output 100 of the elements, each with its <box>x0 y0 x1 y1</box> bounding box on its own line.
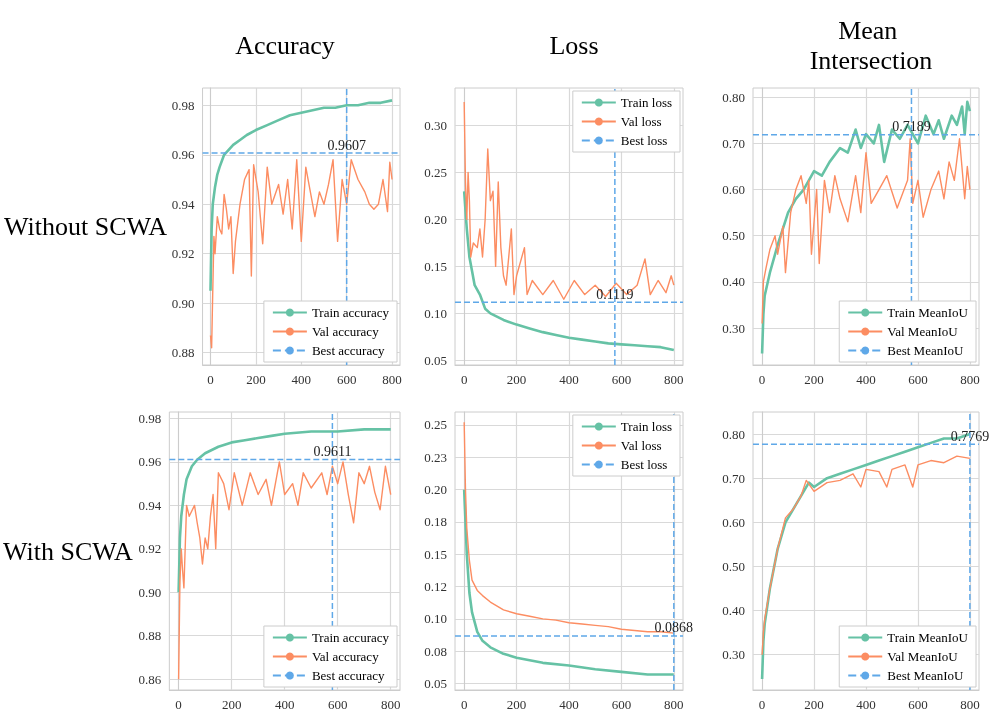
x-tick-label: 800 <box>380 697 401 712</box>
annotation: 0.7769 <box>950 428 990 444</box>
chart-title: Loss <box>549 30 599 60</box>
legend-label: Val loss <box>620 114 662 129</box>
chart-title: Accuracy <box>235 30 335 60</box>
legend-label: Best MeanIoU <box>887 343 965 358</box>
y-tick-label: 0.80 <box>722 426 745 442</box>
x-tick-label: 400 <box>856 697 876 712</box>
y-tick-label: 0.70 <box>722 470 745 486</box>
legend-label: Train MeanIoU <box>887 305 969 320</box>
line-series <box>462 189 676 352</box>
y-tick-label: 0.94 <box>138 497 162 513</box>
line-series <box>760 100 972 355</box>
y-tick-label: 0.20 <box>424 211 447 227</box>
legend-label: Train MeanIoU <box>887 630 969 645</box>
y-tick-label: 0.05 <box>424 352 447 368</box>
y-tick-label: 0.10 <box>424 611 447 627</box>
y-tick-label: 0.92 <box>138 541 162 557</box>
y-tick-label: 0.90 <box>138 584 162 600</box>
x-tick-label: 0 <box>758 372 766 387</box>
y-tick-label: 0.05 <box>424 676 447 692</box>
legend-label: Best loss <box>620 457 668 472</box>
y-tick-label: 0.70 <box>722 135 745 151</box>
y-tick-label: 0.30 <box>722 647 745 663</box>
y-axis-title: With SCWA <box>3 536 133 566</box>
y-tick-label: 0.90 <box>171 295 195 311</box>
legend-label: Best loss <box>620 133 668 148</box>
y-tick-label: 0.92 <box>171 246 195 262</box>
legend-label: Val MeanIoU <box>887 649 959 664</box>
y-tick-label: 0.60 <box>722 182 745 198</box>
x-tick-label: 600 <box>611 697 632 712</box>
x-tick-label: 800 <box>382 372 402 387</box>
x-tick-label: 0 <box>175 697 182 712</box>
x-tick-label: 0 <box>460 372 468 387</box>
legend-label: Val accuracy <box>311 324 380 339</box>
y-tick-label: 0.88 <box>138 628 162 644</box>
legend-label: Best accuracy <box>311 343 385 358</box>
x-tick-label: 200 <box>221 697 242 712</box>
x-tick-label: 800 <box>960 372 980 387</box>
x-tick-label: 600 <box>336 372 357 387</box>
x-tick-label: 400 <box>291 372 312 387</box>
y-tick-label: 0.25 <box>424 165 447 181</box>
y-tick-label: 0.50 <box>722 558 745 574</box>
y-tick-label: 0.60 <box>722 514 745 530</box>
x-tick-label: 800 <box>664 372 684 387</box>
x-tick-label: 600 <box>611 372 632 387</box>
x-tick-label: 800 <box>960 697 980 712</box>
x-tick-label: 200 <box>506 697 527 712</box>
y-tick-label: 0.98 <box>171 97 195 113</box>
annotation: 0.9611 <box>313 444 352 460</box>
x-tick-label: 0 <box>460 697 468 712</box>
legend-label: Best accuracy <box>311 668 385 683</box>
x-tick-label: 400 <box>559 697 579 712</box>
y-tick-label: 0.94 <box>171 196 196 212</box>
y-tick-label: 0.25 <box>424 417 447 433</box>
x-tick-label: 400 <box>856 372 876 387</box>
y-tick-label: 0.86 <box>138 671 162 687</box>
x-tick-label: 200 <box>506 372 527 387</box>
legend-label: Val MeanIoU <box>887 324 959 339</box>
y-axis-title: Without SCWA <box>4 212 168 241</box>
y-tick-label: 0.10 <box>424 305 447 321</box>
line-series <box>209 159 393 349</box>
legend-label: Val accuracy <box>311 649 380 664</box>
x-tick-label: 200 <box>246 372 266 387</box>
y-tick-label: 0.98 <box>138 411 162 427</box>
legend-label: Best MeanIoU <box>887 668 965 683</box>
y-tick-label: 0.50 <box>722 228 745 244</box>
annotation: 0.9607 <box>327 137 366 153</box>
line-series <box>209 99 394 293</box>
y-tick-label: 0.96 <box>138 454 162 470</box>
y-tick-label: 0.80 <box>722 89 745 105</box>
x-tick-label: 600 <box>908 697 928 712</box>
legend-label: Train accuracy <box>311 305 390 320</box>
y-tick-label: 0.40 <box>722 603 745 619</box>
legend-label: Val loss <box>620 438 662 453</box>
y-tick-label: 0.18 <box>424 514 447 530</box>
y-tick-label: 0.30 <box>722 320 745 336</box>
line-series <box>761 138 971 325</box>
y-tick-label: 0.08 <box>424 643 447 659</box>
x-tick-label: 800 <box>664 697 684 712</box>
y-tick-label: 0.20 <box>424 482 447 498</box>
x-tick-label: 0 <box>758 697 766 712</box>
line-series <box>177 428 393 594</box>
y-tick-label: 0.23 <box>424 449 447 465</box>
x-tick-label: 200 <box>804 372 824 387</box>
x-tick-label: 600 <box>908 372 928 387</box>
annotation: 0.0868 <box>654 620 694 636</box>
y-tick-label: 0.30 <box>424 118 447 134</box>
x-tick-label: 600 <box>327 697 348 712</box>
y-tick-label: 0.15 <box>424 258 447 274</box>
y-tick-label: 0.12 <box>424 579 447 595</box>
x-tick-label: 0 <box>207 372 214 387</box>
x-tick-label: 400 <box>559 372 579 387</box>
y-tick-label: 0.88 <box>171 345 195 361</box>
chart-title: Mean Intersection <box>809 15 933 75</box>
y-tick-label: 0.96 <box>171 147 196 163</box>
x-tick-label: 400 <box>274 697 295 712</box>
legend-label: Train accuracy <box>311 630 390 645</box>
legend-label: Train loss <box>620 419 673 434</box>
x-tick-label: 200 <box>804 697 824 712</box>
